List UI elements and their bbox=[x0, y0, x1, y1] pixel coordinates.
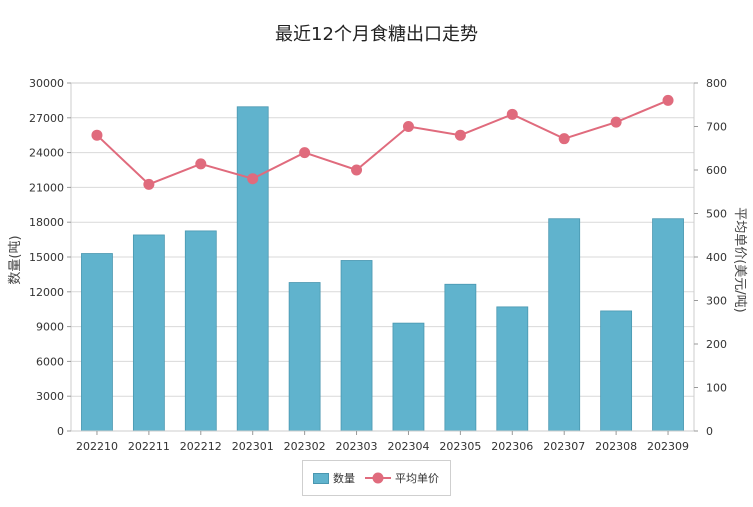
bar bbox=[132, 234, 165, 432]
y2-tick-label: 100 bbox=[706, 382, 727, 395]
x-tick-label: 202302 bbox=[284, 440, 326, 453]
line-series-avg-price bbox=[91, 94, 674, 190]
y2-tick-label: 400 bbox=[706, 251, 727, 264]
legend-label-avg-price: 平均单价 bbox=[395, 472, 439, 485]
bar-series-quantity bbox=[81, 106, 684, 432]
y2-tick-label: 800 bbox=[706, 77, 727, 90]
y-tick-label: 27000 bbox=[29, 112, 64, 125]
y2-tick-label: 500 bbox=[706, 208, 727, 221]
x-tick-label: 202304 bbox=[387, 440, 429, 453]
y-tick-label: 30000 bbox=[29, 77, 64, 90]
legend-item-avg-price[interactable]: 平均单价 bbox=[365, 461, 439, 495]
x-tick-label: 202210 bbox=[76, 440, 118, 453]
y2-tick-label: 600 bbox=[706, 164, 727, 177]
line-point bbox=[299, 147, 311, 159]
legend-swatch-line bbox=[365, 472, 391, 484]
bar bbox=[340, 260, 373, 432]
x-tick-label: 202307 bbox=[543, 440, 585, 453]
bar bbox=[236, 106, 269, 432]
y-tick-label: 21000 bbox=[29, 181, 64, 194]
bar bbox=[548, 218, 581, 432]
y-tick-label: 9000 bbox=[36, 321, 64, 334]
x-tick-label: 202309 bbox=[647, 440, 689, 453]
x-tick-label: 202211 bbox=[128, 440, 170, 453]
y-tick-label: 12000 bbox=[29, 286, 64, 299]
legend-swatch-bar bbox=[313, 472, 329, 484]
y-tick-label: 6000 bbox=[36, 355, 64, 368]
x-tick-label: 202303 bbox=[336, 440, 378, 453]
line-point bbox=[558, 133, 570, 145]
legend: 数量 平均单价 bbox=[302, 460, 451, 496]
line-point bbox=[351, 164, 363, 176]
bar bbox=[81, 253, 113, 432]
y2-tick-label: 700 bbox=[706, 121, 727, 134]
bar bbox=[652, 218, 684, 432]
y-tick-label: 18000 bbox=[29, 216, 64, 229]
x-tick-label: 202212 bbox=[180, 440, 222, 453]
bar bbox=[496, 306, 529, 432]
x-tick-label: 202306 bbox=[491, 440, 533, 453]
line-point bbox=[91, 129, 103, 141]
line-point bbox=[195, 158, 207, 170]
line-path bbox=[96, 99, 669, 186]
y-tick-label: 3000 bbox=[36, 390, 64, 403]
line-point bbox=[610, 116, 622, 128]
legend-item-quantity[interactable]: 数量 bbox=[313, 461, 355, 495]
line-point bbox=[506, 108, 518, 120]
bar bbox=[444, 283, 477, 432]
bar bbox=[288, 282, 321, 432]
line-point bbox=[402, 121, 414, 132]
line-point bbox=[662, 94, 674, 106]
tick-labels: 0300060009000120001500018000210002400027… bbox=[29, 77, 727, 453]
x-tick-label: 202305 bbox=[439, 440, 481, 453]
y-tick-label: 15000 bbox=[29, 251, 64, 264]
y2-axis-title: 平均单价(美元/吨) bbox=[732, 207, 747, 313]
y2-tick-label: 300 bbox=[706, 295, 727, 308]
bar bbox=[392, 322, 425, 432]
legend-label-quantity: 数量 bbox=[333, 472, 355, 485]
line-point bbox=[454, 129, 466, 141]
line-point bbox=[247, 173, 259, 185]
y2-tick-label: 200 bbox=[706, 338, 727, 351]
y-tick-label: 24000 bbox=[29, 147, 64, 160]
chart-title: 最近12个月食糖出口走势 bbox=[275, 24, 478, 45]
y2-tick-label: 0 bbox=[706, 425, 713, 438]
x-tick-label: 202308 bbox=[595, 440, 637, 453]
y-tick-label: 0 bbox=[57, 425, 64, 438]
bar bbox=[184, 230, 217, 432]
line-point bbox=[143, 178, 155, 190]
axes bbox=[67, 82, 698, 435]
y-axis-title: 数量(吨) bbox=[8, 235, 23, 284]
x-tick-label: 202301 bbox=[232, 440, 274, 453]
bar bbox=[600, 310, 633, 432]
